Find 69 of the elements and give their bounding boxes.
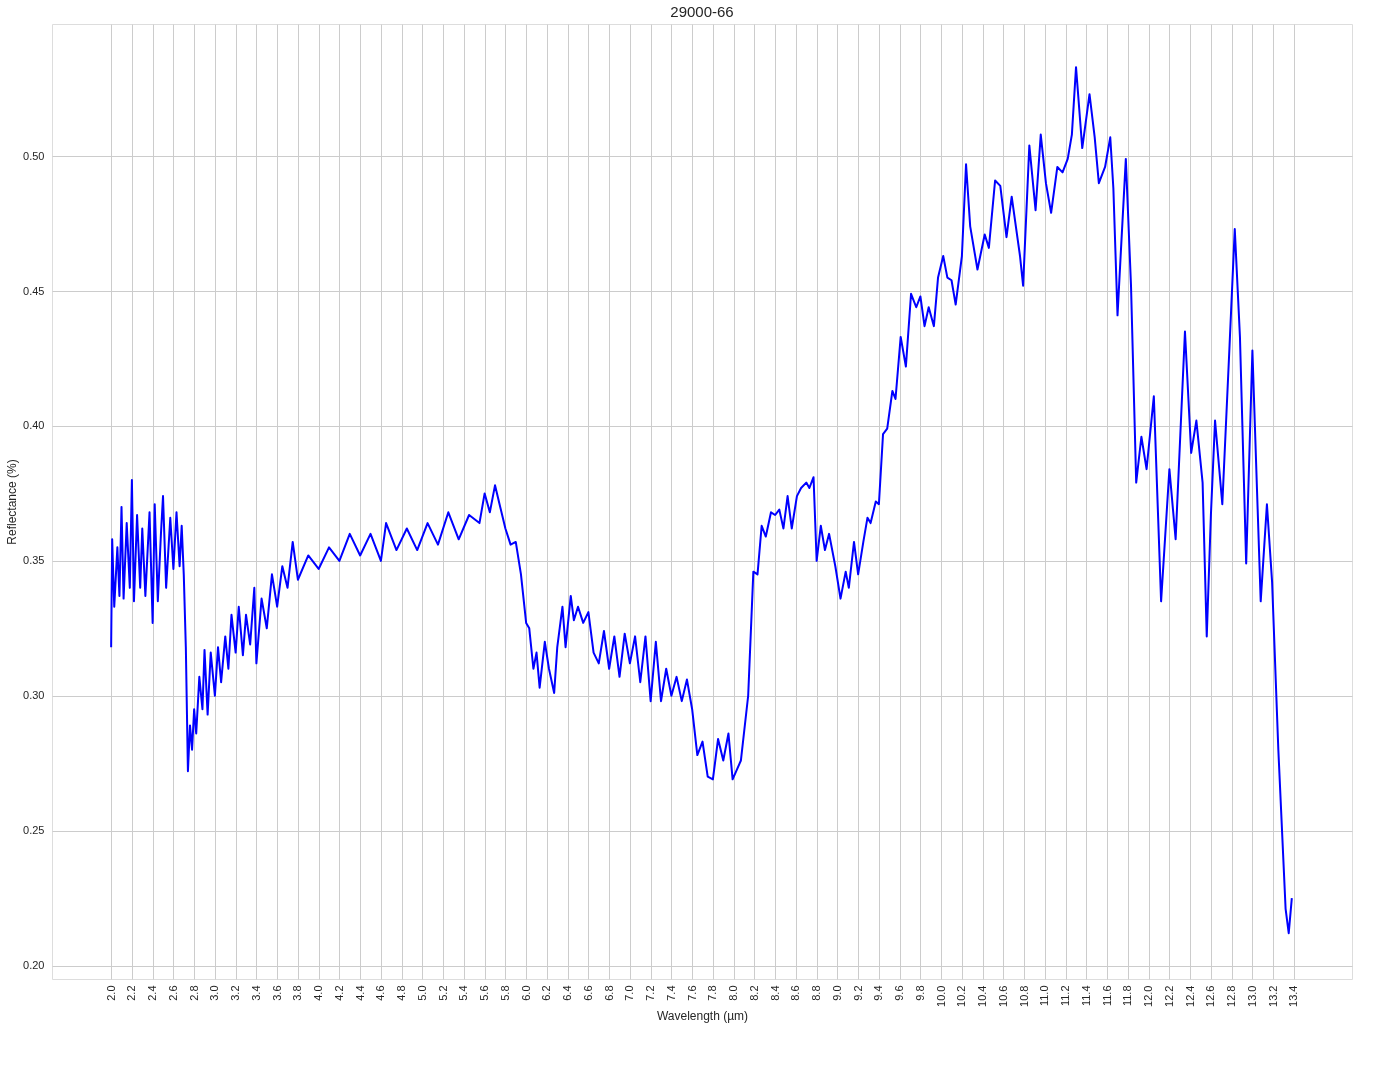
- x-tick-label: 9.6: [893, 985, 906, 1001]
- x-tick-label: 10.6: [996, 985, 1009, 1007]
- y-tick-label: 0.50: [23, 149, 45, 162]
- x-tick-label: 10.4: [976, 985, 989, 1007]
- x-tick-label: 4.2: [332, 985, 345, 1001]
- x-tick-label: 8.4: [768, 985, 781, 1001]
- x-tick-label: 4.6: [374, 985, 387, 1001]
- x-tick-label: 10.8: [1017, 985, 1030, 1007]
- x-tick-label: 2.8: [187, 985, 200, 1001]
- x-tick-label: 7.4: [664, 985, 677, 1001]
- x-tick-label: 3.2: [229, 985, 242, 1001]
- y-tick-label: 0.40: [23, 419, 45, 432]
- x-tick-label: 6.4: [561, 985, 574, 1001]
- x-tick-label: 8.2: [747, 985, 760, 1001]
- x-tick-label: 4.4: [353, 985, 366, 1001]
- x-tick-label: 2.0: [104, 985, 117, 1001]
- x-tick-label: 11.8: [1121, 985, 1134, 1007]
- x-tick-label: 5.4: [457, 985, 470, 1001]
- x-tick-label: 7.8: [706, 985, 719, 1001]
- x-tick-label: 12.2: [1162, 985, 1175, 1007]
- x-tick-label: 5.0: [415, 985, 428, 1001]
- x-tick-label: 13.0: [1245, 985, 1258, 1007]
- x-tick-label: 13.4: [1287, 985, 1300, 1007]
- x-tick-label: 7.2: [644, 985, 657, 1001]
- x-tick-label: 12.4: [1183, 985, 1196, 1007]
- x-tick-label: 11.2: [1059, 985, 1072, 1007]
- x-tick-label: 2.2: [125, 985, 138, 1001]
- x-tick-label: 3.6: [270, 985, 283, 1001]
- x-tick-label: 11.0: [1038, 985, 1051, 1007]
- x-tick-label: 6.8: [602, 985, 615, 1001]
- y-tick-label: 0.35: [23, 554, 45, 567]
- x-tick-label: 10.2: [955, 985, 968, 1007]
- x-tick-label: 8.8: [810, 985, 823, 1001]
- x-tick-label: 12.6: [1204, 985, 1217, 1007]
- y-tick-label: 0.20: [23, 959, 45, 972]
- x-tick-label: 7.0: [623, 985, 636, 1001]
- x-tick-label: 12.0: [1142, 985, 1155, 1007]
- x-tick-label: 3.8: [291, 985, 304, 1001]
- x-tick-label: 2.6: [166, 985, 179, 1001]
- x-tick-label: 5.6: [478, 985, 491, 1001]
- x-tick-label: 8.6: [789, 985, 802, 1001]
- y-tick-label: 0.45: [23, 284, 45, 297]
- x-tick-label: 9.0: [830, 985, 843, 1001]
- x-tick-label: 10.0: [934, 985, 947, 1007]
- x-tick-label: 6.6: [581, 985, 594, 1001]
- y-tick-label: 0.30: [23, 689, 45, 702]
- x-tick-label: 3.4: [249, 985, 262, 1001]
- x-tick-label: 11.6: [1100, 985, 1113, 1007]
- x-tick-label: 7.6: [685, 985, 698, 1001]
- x-tick-label: 6.0: [519, 985, 532, 1001]
- x-tick-label: 4.0: [312, 985, 325, 1001]
- x-tick-label: 5.8: [498, 985, 511, 1001]
- x-tick-label: 6.2: [540, 985, 553, 1001]
- x-tick-label: 8.0: [727, 985, 740, 1001]
- chart-title: 29000-66: [670, 3, 734, 20]
- x-tick-label: 3.0: [208, 985, 221, 1001]
- x-tick-label: 13.2: [1266, 985, 1279, 1007]
- x-tick-label: 4.8: [395, 985, 408, 1001]
- x-axis-title: Wavelength (µm): [656, 1008, 749, 1023]
- x-tick-label: 11.4: [1079, 985, 1092, 1007]
- x-tick-label: 12.8: [1225, 985, 1238, 1007]
- x-tick-label: 9.8: [913, 985, 926, 1001]
- line-series: [110, 66, 1293, 935]
- y-tick-label: 0.25: [23, 824, 45, 837]
- x-tick-label: 5.2: [436, 985, 449, 1001]
- x-tick-label: 9.4: [872, 985, 885, 1001]
- x-tick-label: 9.2: [851, 985, 864, 1001]
- x-tick-label: 2.4: [146, 985, 159, 1001]
- y-axis-title: Reflectance (%): [5, 459, 20, 545]
